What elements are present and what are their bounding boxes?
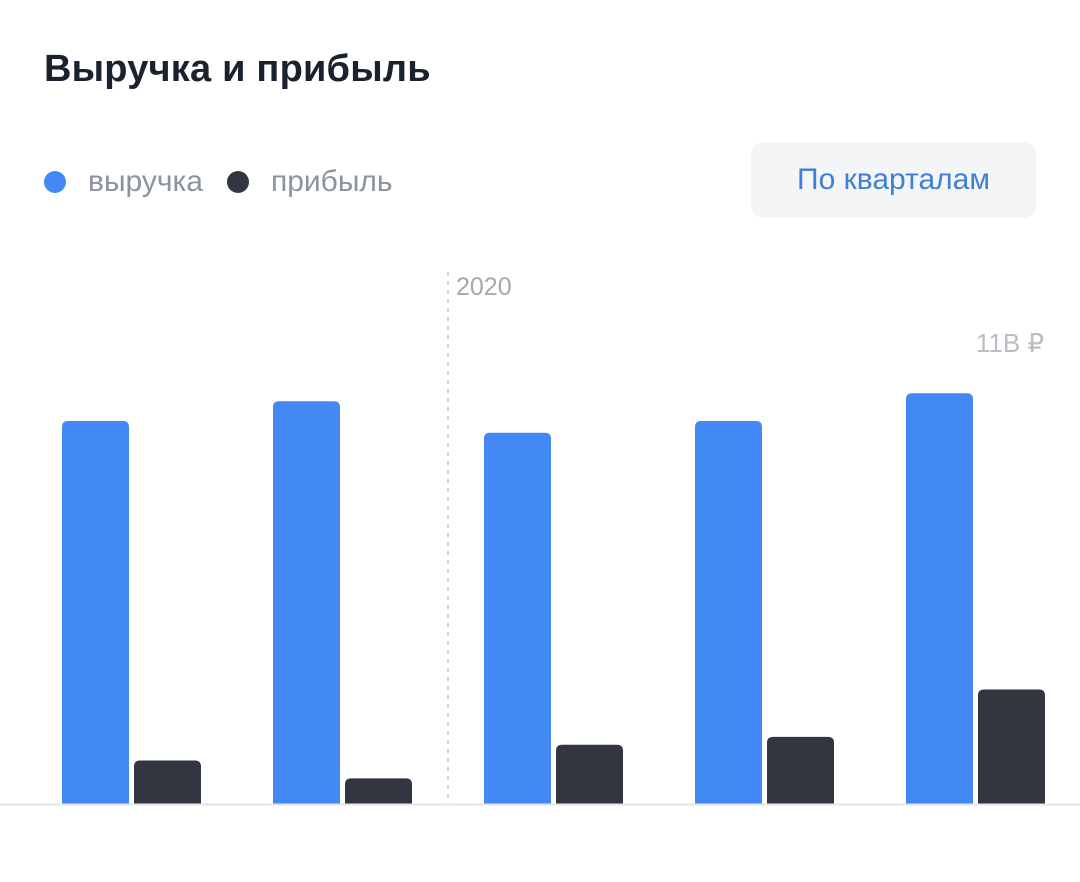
bar-profit-1[interactable] bbox=[134, 760, 201, 804]
bar-profit-2[interactable] bbox=[345, 778, 412, 804]
bar-revenue-5[interactable] bbox=[906, 393, 973, 804]
legend-dot-profit bbox=[226, 171, 249, 193]
legend-label-profit: прибыль bbox=[270, 165, 393, 198]
legend-dot-revenue bbox=[44, 171, 66, 193]
legend-item-profit: прибыль bbox=[226, 162, 393, 202]
chart-legend: выручка прибыль bbox=[44, 162, 417, 202]
bar-revenue-1[interactable] bbox=[62, 420, 129, 804]
bar-profit-4[interactable] bbox=[767, 736, 834, 804]
bar-revenue-3[interactable] bbox=[484, 432, 551, 804]
bar-revenue-4[interactable] bbox=[695, 420, 762, 804]
bar-profit-3[interactable] bbox=[556, 744, 623, 804]
bar-profit-5[interactable] bbox=[978, 689, 1045, 804]
legend-item-revenue: выручка bbox=[44, 162, 203, 202]
legend-label-revenue: выручка bbox=[88, 165, 203, 198]
bar-revenue-2[interactable] bbox=[273, 401, 340, 804]
period-toggle-button[interactable]: По кварталам bbox=[751, 142, 1036, 218]
max-value-label: 11B ₽ bbox=[976, 328, 1044, 358]
year-label: 2020 bbox=[456, 273, 512, 301]
chart-title: Выручка и прибыль bbox=[44, 48, 431, 90]
